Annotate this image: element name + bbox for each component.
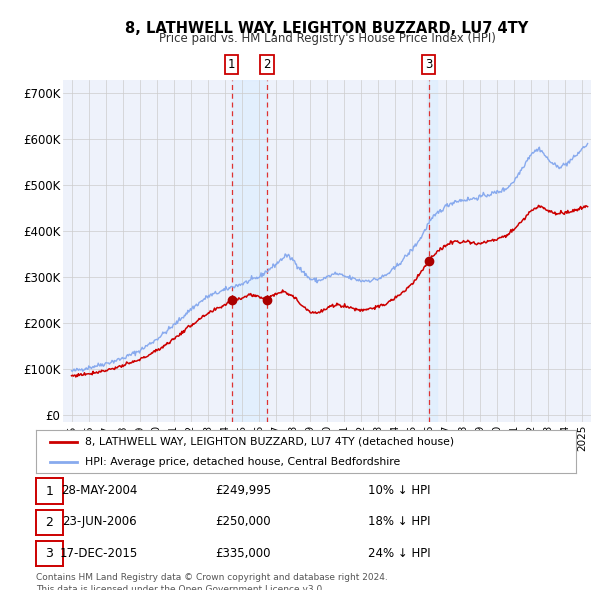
Text: 24% ↓ HPI: 24% ↓ HPI [368,546,430,560]
Text: 3: 3 [425,58,432,71]
Text: 23-JUN-2006: 23-JUN-2006 [62,515,136,529]
Text: 8, LATHWELL WAY, LEIGHTON BUZZARD, LU7 4TY: 8, LATHWELL WAY, LEIGHTON BUZZARD, LU7 4… [125,21,529,35]
Text: 10% ↓ HPI: 10% ↓ HPI [368,484,430,497]
Text: 8, LATHWELL WAY, LEIGHTON BUZZARD, LU7 4TY (detached house): 8, LATHWELL WAY, LEIGHTON BUZZARD, LU7 4… [85,437,454,447]
Text: 17-DEC-2015: 17-DEC-2015 [60,546,138,560]
Text: 3: 3 [46,547,53,560]
Text: £249,995: £249,995 [215,484,271,497]
Text: Price paid vs. HM Land Registry's House Price Index (HPI): Price paid vs. HM Land Registry's House … [158,32,496,45]
Text: 1: 1 [228,58,236,71]
Bar [427,80,437,422]
Text: 28-MAY-2004: 28-MAY-2004 [61,484,137,497]
Text: £250,000: £250,000 [215,515,271,529]
Text: HPI: Average price, detached house, Central Bedfordshire: HPI: Average price, detached house, Cent… [85,457,400,467]
Text: 1: 1 [46,484,53,498]
Text: Contains HM Land Registry data © Crown copyright and database right 2024.: Contains HM Land Registry data © Crown c… [36,573,388,582]
Text: 2: 2 [263,58,271,71]
Text: 2: 2 [46,516,53,529]
Bar [232,80,267,422]
Text: This data is licensed under the Open Government Licence v3.0.: This data is licensed under the Open Gov… [36,585,325,590]
Text: 18% ↓ HPI: 18% ↓ HPI [368,515,430,529]
Text: £335,000: £335,000 [215,546,271,560]
